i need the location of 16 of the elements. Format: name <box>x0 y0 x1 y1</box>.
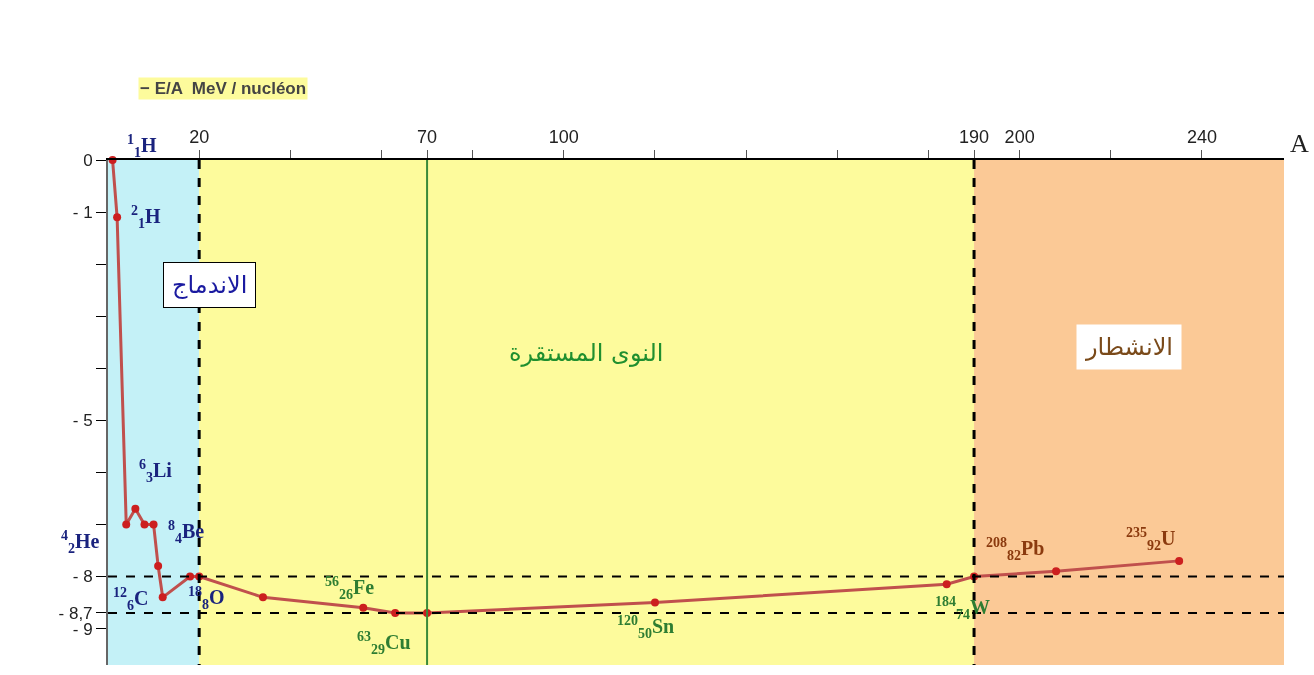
x-tick-label: 70 <box>417 126 438 147</box>
y-tick-label: - 1 <box>72 203 93 223</box>
x-tick-label: 200 <box>1004 126 1035 147</box>
x-tick-label: 190 <box>959 126 990 147</box>
x-tick-label: 20 <box>189 126 210 147</box>
y-tick-label: - 8,7 <box>58 603 93 623</box>
y-axis-title: − E/A MeV / nucléon <box>140 79 307 98</box>
y-tick-label: 0 <box>83 150 93 170</box>
x-tick-label: 240 <box>1186 126 1217 147</box>
x-tick-label: 100 <box>548 126 579 147</box>
band-label: النوى المستقرة <box>509 339 664 367</box>
band-label: الانشطار <box>1085 333 1174 361</box>
band-label: الاندماج <box>172 271 248 299</box>
y-tick-label: - 8 <box>72 567 93 587</box>
x-axis-title: A <box>1290 129 1309 158</box>
y-tick-label: - 5 <box>72 411 93 431</box>
